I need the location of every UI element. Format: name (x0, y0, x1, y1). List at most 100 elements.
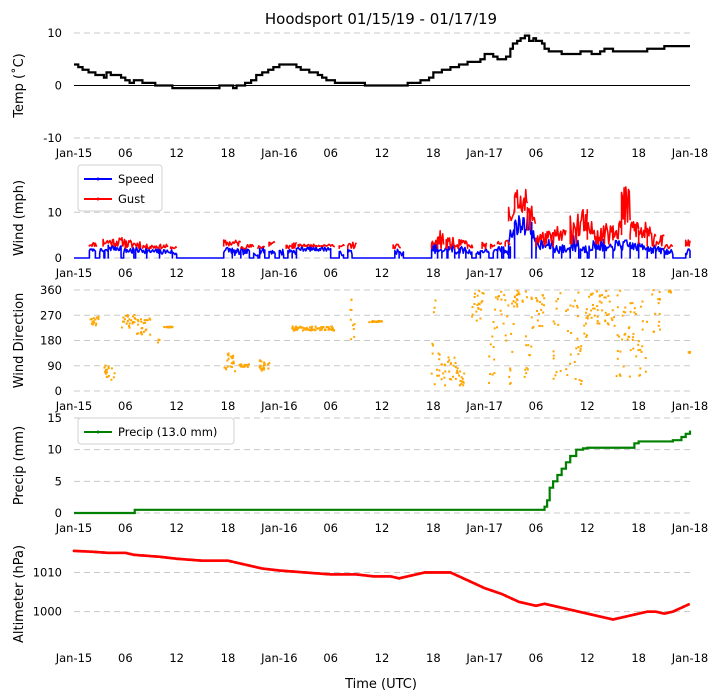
wind-direction-point (104, 364, 107, 367)
wind-direction-point (482, 292, 485, 295)
wind-direction-point (291, 327, 294, 330)
wind-direction-point (621, 338, 624, 341)
wind-direction-point (137, 332, 140, 335)
wind-direction-point (128, 322, 131, 325)
x-tick-label: 12 (169, 521, 184, 535)
wind-direction-point (325, 326, 328, 329)
wind-direction-point (438, 358, 441, 361)
wind-direction-point (110, 367, 113, 370)
wind-direction-point (452, 364, 455, 367)
wind-direction-point (107, 367, 110, 370)
wind-direction-point (461, 377, 464, 380)
wind-direction-point (512, 300, 515, 303)
wind-direction-point (518, 293, 521, 296)
wind-direction-point (499, 309, 502, 312)
wind-direction-point (327, 328, 330, 331)
wind-direction-point (639, 305, 642, 308)
panel-temp: -10 0 10 Jan-15 06 12 18 Jan-16 06 12 18 Jan-17 06 12… (11, 26, 708, 160)
x-tick-label: 12 (580, 651, 595, 665)
x-tick-label: 12 (580, 266, 595, 280)
wind-direction-point (585, 335, 588, 338)
wind-direction-point (230, 362, 233, 365)
series-line (74, 34, 690, 90)
wind-direction-point (305, 328, 308, 331)
wind-direction-point (554, 374, 557, 377)
x-tick-label: Jan-15 (55, 146, 93, 160)
wind-direction-point (149, 333, 152, 336)
wind-direction-point (576, 315, 579, 318)
wind-direction-point (530, 298, 533, 301)
x-tick-label: 06 (529, 146, 544, 160)
x-tick-label: Jan-18 (671, 266, 709, 280)
wind-direction-point (473, 292, 476, 295)
x-tick-label: 18 (631, 521, 646, 535)
wind-direction-point (616, 334, 619, 337)
wind-direction-point (143, 321, 146, 324)
wind-direction-point (585, 334, 588, 337)
wind-direction-point (579, 347, 582, 350)
wind-direction-point (615, 375, 618, 378)
wind-direction-point (500, 290, 503, 293)
wind-direction-point (131, 322, 134, 325)
wind-direction-point (585, 308, 588, 311)
wind-direction-point (368, 321, 371, 324)
x-tick-label: 06 (529, 399, 544, 413)
wind-direction-point (639, 348, 642, 351)
wind-direction-point (528, 354, 531, 357)
wind-direction-point (635, 355, 638, 358)
wind-direction-point (509, 382, 512, 385)
wind-direction-point (583, 332, 586, 335)
wind-direction-point (314, 325, 317, 328)
wind-direction-point (372, 320, 375, 323)
x-tick-label: 18 (221, 266, 236, 280)
wind-direction-point (503, 294, 506, 297)
wind-direction-point (448, 359, 451, 362)
wind-direction-point (440, 363, 443, 366)
wind-direction-point (601, 309, 604, 312)
series-gust (88, 186, 691, 250)
wind-direction-point (509, 367, 512, 370)
wind-direction-point (607, 313, 610, 316)
wind-direction-point (452, 375, 455, 378)
wind-direction-point (634, 312, 637, 315)
y-tick-label: -10 (43, 131, 62, 145)
wind-direction-point (94, 324, 97, 327)
wind-direction-point (530, 345, 533, 348)
wind-direction-point (517, 291, 520, 294)
wind-direction-point (596, 320, 599, 323)
wind-direction-point (516, 289, 519, 292)
wind-direction-point (462, 384, 465, 387)
wind-direction-point (454, 366, 457, 369)
wind-direction-point (455, 371, 458, 374)
wind-direction-point (569, 362, 572, 365)
x-tick-label: Jan-16 (260, 399, 298, 413)
wind-direction-point (106, 376, 109, 379)
wind-direction-point (322, 326, 325, 329)
wind-direction-point (569, 353, 572, 356)
wind-direction-point (489, 343, 492, 346)
wind-direction-point (461, 380, 464, 383)
x-tick-label: 12 (580, 521, 595, 535)
wind-direction-point (440, 378, 443, 381)
wind-direction-point (476, 294, 479, 297)
wind-direction-point (640, 350, 643, 353)
wind-direction-point (536, 319, 539, 322)
wind-direction-point (608, 300, 611, 303)
wind-direction-point (493, 358, 496, 361)
wind-direction-point (585, 322, 588, 325)
wind-direction-point (449, 363, 452, 366)
wind-direction-point (511, 350, 514, 353)
wind-direction-point (140, 332, 143, 335)
wind-direction-point (591, 292, 594, 295)
wind-direction-point (580, 345, 583, 348)
wind-direction-point (600, 301, 603, 304)
y-tick-label: 90 (47, 359, 62, 373)
wind-direction-point (637, 349, 640, 352)
wind-direction-point (432, 344, 435, 347)
wind-direction-point (576, 306, 579, 309)
wind-direction-point (616, 306, 619, 309)
wind-direction-point (525, 367, 528, 370)
wind-direction-point (496, 298, 499, 301)
x-tick-label: 12 (169, 651, 184, 665)
wind-direction-point (352, 327, 355, 330)
